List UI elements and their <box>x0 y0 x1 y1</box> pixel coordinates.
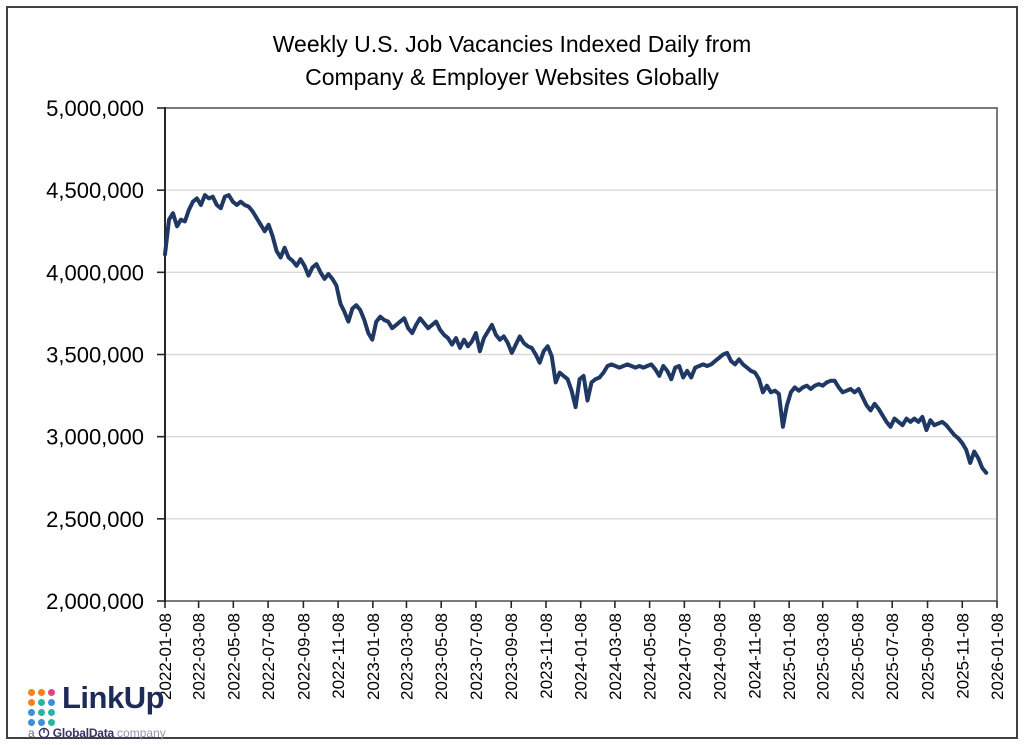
x-tick-label: 2023-03-08 <box>397 613 416 700</box>
x-tick-label: 2022-01-08 <box>156 613 175 700</box>
x-tick-label: 2024-03-08 <box>606 613 625 700</box>
chart-title-line2: Company & Employer Websites Globally <box>305 64 719 90</box>
logo-dot <box>38 699 45 706</box>
x-tick-label: 2022-07-08 <box>259 613 278 700</box>
x-tick-label: 2025-11-08 <box>953 613 972 699</box>
x-tick-label: 2025-09-08 <box>919 613 938 700</box>
x-tick-label: 2022-03-08 <box>190 613 209 700</box>
x-tick-label: 2023-05-08 <box>432 613 451 700</box>
linkup-logo: LinkUp a GlobalData company <box>28 680 166 740</box>
linkup-dots-icon <box>28 689 55 726</box>
globaldata-tagline: a GlobalData company <box>28 726 166 740</box>
logo-dot <box>28 709 35 716</box>
vacancies-series-line <box>163 193 989 475</box>
globaldata-icon <box>38 727 49 739</box>
logo-dot <box>48 689 55 696</box>
x-tick-label: 2025-01-08 <box>780 613 799 700</box>
logo-dot <box>28 689 35 696</box>
tagline-prefix: a <box>28 726 35 740</box>
x-tick-label: 2024-01-08 <box>572 613 591 700</box>
x-tick-label: 2023-07-08 <box>467 613 486 700</box>
chart-title-line1: Weekly U.S. Job Vacancies Indexed Daily … <box>272 31 752 57</box>
y-tick-label: 2,500,000 <box>46 507 144 532</box>
chart-title: Weekly U.S. Job Vacancies Indexed Daily … <box>0 28 1024 94</box>
tagline-brand: GlobalData <box>52 726 115 740</box>
x-tick-label: 2023-09-08 <box>502 613 521 700</box>
y-tick-label: 3,000,000 <box>46 425 144 450</box>
logo-dot <box>38 689 45 696</box>
logo-dot <box>28 719 35 726</box>
x-tick-label: 2025-07-08 <box>883 613 902 700</box>
y-tick-label: 5,000,000 <box>46 96 144 121</box>
x-tick-label: 2023-11-08 <box>537 613 556 699</box>
tagline-suffix: company <box>117 726 166 740</box>
x-tick-label: 2025-05-08 <box>848 613 867 700</box>
x-tick-label: 2024-09-08 <box>711 613 730 700</box>
x-tick-label: 2026-01-08 <box>988 613 1007 700</box>
x-tick-label: 2023-01-08 <box>364 613 383 700</box>
linkup-logo-top: LinkUp <box>28 680 166 726</box>
y-tick-label: 4,000,000 <box>46 260 144 285</box>
linkup-wordmark: LinkUp <box>62 680 165 715</box>
y-tick-label: 4,500,000 <box>46 178 144 203</box>
logo-dot <box>48 709 55 716</box>
logo-dot <box>28 699 35 706</box>
logo-dot <box>48 699 55 706</box>
x-tick-label: 2024-05-08 <box>641 613 660 700</box>
x-tick-label: 2022-11-08 <box>329 613 348 699</box>
logo-dot <box>48 719 55 726</box>
x-tick-label: 2024-11-08 <box>745 613 764 699</box>
logo-dot <box>38 709 45 716</box>
x-tick-label: 2022-05-08 <box>224 613 243 700</box>
y-tick-label: 2,000,000 <box>46 589 144 614</box>
y-tick-label: 3,500,000 <box>46 343 144 368</box>
logo-dot <box>38 719 45 726</box>
x-tick-label: 2025-03-08 <box>814 613 833 700</box>
x-tick-label: 2022-09-08 <box>294 613 313 700</box>
x-tick-label: 2024-07-08 <box>675 613 694 700</box>
